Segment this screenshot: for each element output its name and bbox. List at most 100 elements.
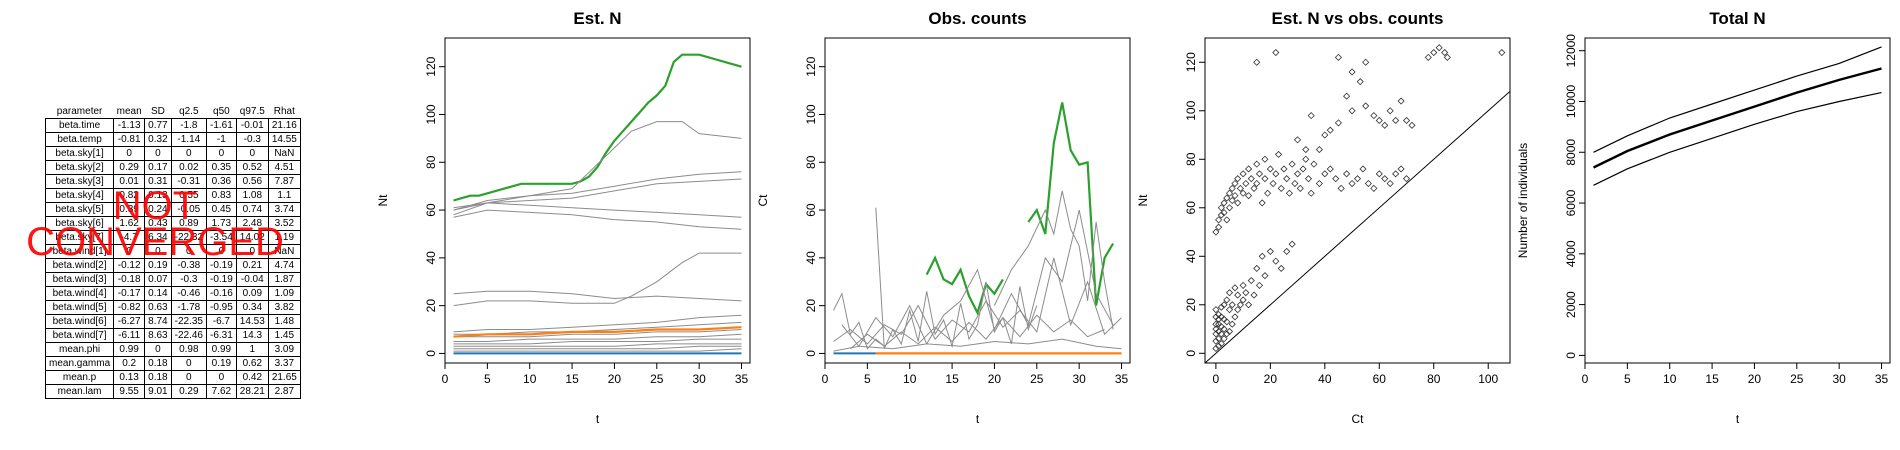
- scatter-point: [1362, 58, 1370, 66]
- series-line: [850, 314, 1105, 350]
- scatter-point: [1234, 199, 1242, 207]
- parameter-table: parameter mean SD q2.5 q50 q97.5 Rhat beta.tim…: [44, 105, 301, 399]
- series-line: [453, 290, 742, 302]
- scatter-point: [1220, 199, 1228, 207]
- plot-frame: [824, 37, 1131, 364]
- scatter-point: [1217, 303, 1225, 311]
- scatter-point: [1288, 160, 1296, 168]
- scatter-point: [1321, 170, 1329, 178]
- scatter-point: [1283, 175, 1291, 183]
- scatter-point: [1253, 160, 1261, 168]
- scatter-point: [1381, 175, 1389, 183]
- table-header-row: parameter mean SD q2.5 q50 q97.5 Rhat: [46, 105, 301, 119]
- series-line: [833, 292, 885, 350]
- scatter-point: [1239, 281, 1247, 289]
- scatter-point: [1277, 184, 1285, 192]
- scatter-point: [1261, 155, 1269, 163]
- scatter-point: [1220, 325, 1228, 333]
- x-tick-label: 30: [692, 372, 706, 386]
- scatter-point: [1266, 165, 1274, 173]
- scatter-point: [1253, 179, 1261, 188]
- table-row: beta.sky[7] -4.7 6.34 -22.32 -3.54 14.02 1.19: [44, 230, 301, 245]
- y-tick-label: 40: [424, 251, 438, 265]
- y-tick-label: 40: [1184, 249, 1198, 263]
- series-line: [925, 255, 1004, 316]
- scatter-point: [1375, 170, 1383, 178]
- scatter-point: [1217, 211, 1225, 219]
- scatter-point: [1402, 116, 1411, 125]
- scatter-point: [1239, 170, 1247, 178]
- y-tick-label: 6000: [1564, 189, 1578, 216]
- scatter-point: [1386, 179, 1394, 188]
- scatter-point: [1424, 53, 1432, 61]
- table-row: mean.lam 9.55 9.01 0.29 7.62 28.21 2.87: [44, 384, 301, 399]
- series-line: [453, 333, 742, 342]
- scatter-point: [1402, 175, 1411, 183]
- parameter-table-panel: parameter mean SD q2.5 q50 q97.5 Rhat beta.tim…: [44, 105, 301, 399]
- scatter-point: [1272, 257, 1280, 265]
- series-line: [833, 338, 1122, 352]
- plot-area: [1205, 44, 1510, 363]
- scatter-point: [1498, 48, 1506, 57]
- chart-title: Est. N: [573, 9, 621, 28]
- series-line: [1027, 102, 1115, 306]
- x-tick-label: 10: [523, 372, 537, 386]
- scatter-point: [1441, 48, 1449, 57]
- table-row: beta.temp -0.81 0.32 -1.14 -1 -0.3 14.55: [44, 132, 301, 147]
- scatter-point: [1285, 189, 1293, 197]
- x-tick-label: 5: [484, 372, 491, 386]
- series-line: [453, 178, 742, 211]
- table-row: mean.phi 0.99 0 0.98 0.99 1 3.09: [44, 342, 301, 357]
- scatter-point: [1247, 276, 1255, 285]
- scatter-point: [1291, 179, 1299, 188]
- scatter-point: [1217, 340, 1225, 348]
- scatter-point: [1326, 126, 1334, 134]
- scatter-point: [1217, 330, 1225, 338]
- table-row: beta.wind[5] -0.82 0.63 -1.78 -0.95 0.34 3.82: [44, 300, 301, 315]
- identity-line: [1205, 90, 1510, 363]
- y-tick-label: 80: [424, 155, 438, 169]
- y-tick-label: 120: [804, 56, 818, 76]
- series-line: [453, 329, 742, 338]
- scatter-point: [1220, 335, 1228, 343]
- table-header-cell: q2.5: [179, 106, 199, 117]
- scatter-point: [1334, 53, 1343, 61]
- y-tick-label: 20: [804, 299, 818, 313]
- series-line: [1593, 46, 1882, 153]
- x-tick-label: 15: [945, 372, 959, 386]
- scatter-point: [1408, 121, 1416, 129]
- series-line: [841, 209, 1114, 348]
- scatter-point: [1294, 136, 1302, 144]
- table-cell: 2.87: [267, 384, 301, 399]
- scatter-point: [1296, 184, 1304, 192]
- x-tick-label: 25: [650, 372, 664, 386]
- series-line: [453, 314, 742, 333]
- chart-title: Obs. counts: [928, 9, 1026, 28]
- scatter-point: [1304, 175, 1313, 183]
- table-body: beta.time -1.13 0.77 -1.8 -1.61 -0.01 21.16 bet…: [44, 118, 301, 399]
- scatter-point: [1217, 204, 1225, 212]
- scatter-point: [1307, 189, 1315, 197]
- scatter-point: [1228, 301, 1236, 309]
- plot-frame: [1584, 37, 1891, 364]
- chart-4: Total N t Number of individuals 0 5 10 15 20 25 3…: [1516, 9, 1891, 426]
- table-header-cell: q97.5: [239, 106, 265, 117]
- scatter-point: [1370, 184, 1378, 192]
- x-tick-label: 100: [1478, 372, 1498, 386]
- chart-title: Est. N vs obs. counts: [1272, 9, 1444, 28]
- x-tick-label: 30: [1072, 372, 1086, 386]
- series-line: [453, 338, 742, 345]
- y-tick-label: 12000: [1564, 34, 1578, 68]
- scatter-point: [1253, 264, 1261, 272]
- scatter-point: [1280, 165, 1288, 173]
- x-tick-label: 20: [988, 372, 1002, 386]
- scatter-point: [1370, 112, 1378, 120]
- x-axis-label: t: [596, 412, 600, 426]
- scatter-point: [1302, 155, 1310, 163]
- x-tick-label: 35: [1875, 372, 1889, 386]
- scatter-point: [1443, 53, 1451, 61]
- scatter-point: [1334, 119, 1343, 127]
- table-row: beta.time -1.13 0.77 -1.8 -1.61 -0.01 21.16: [44, 118, 301, 133]
- scatter-point: [1264, 189, 1272, 197]
- scatter-point: [1245, 192, 1253, 200]
